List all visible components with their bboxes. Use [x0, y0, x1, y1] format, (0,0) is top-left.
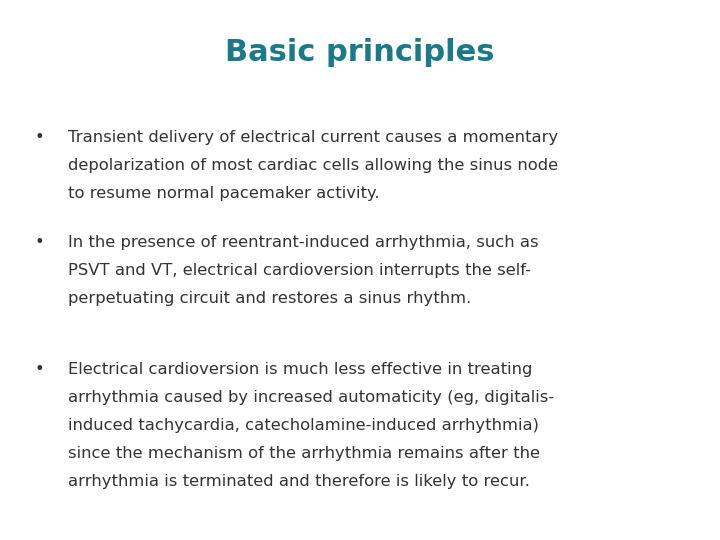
Text: to resume normal pacemaker activity.: to resume normal pacemaker activity.: [68, 186, 380, 201]
Text: arrhythmia is terminated and therefore is likely to recur.: arrhythmia is terminated and therefore i…: [68, 474, 530, 489]
Text: In the presence of reentrant-induced arrhythmia, such as: In the presence of reentrant-induced arr…: [68, 235, 539, 250]
Text: •: •: [35, 235, 45, 250]
Text: since the mechanism of the arrhythmia remains after the: since the mechanism of the arrhythmia re…: [68, 446, 541, 461]
Text: PSVT and VT, electrical cardioversion interrupts the self-: PSVT and VT, electrical cardioversion in…: [68, 263, 531, 278]
Text: induced tachycardia, catecholamine-induced arrhythmia): induced tachycardia, catecholamine-induc…: [68, 418, 539, 433]
Text: depolarization of most cardiac cells allowing the sinus node: depolarization of most cardiac cells all…: [68, 158, 559, 173]
Text: Electrical cardioversion is much less effective in treating: Electrical cardioversion is much less ef…: [68, 362, 533, 377]
Text: Basic principles: Basic principles: [225, 38, 495, 67]
Text: •: •: [35, 130, 45, 145]
Text: perpetuating circuit and restores a sinus rhythm.: perpetuating circuit and restores a sinu…: [68, 291, 472, 306]
Text: •: •: [35, 362, 45, 377]
Text: Transient delivery of electrical current causes a momentary: Transient delivery of electrical current…: [68, 130, 559, 145]
Text: arrhythmia caused by increased automaticity (eg, digitalis-: arrhythmia caused by increased automatic…: [68, 390, 554, 405]
